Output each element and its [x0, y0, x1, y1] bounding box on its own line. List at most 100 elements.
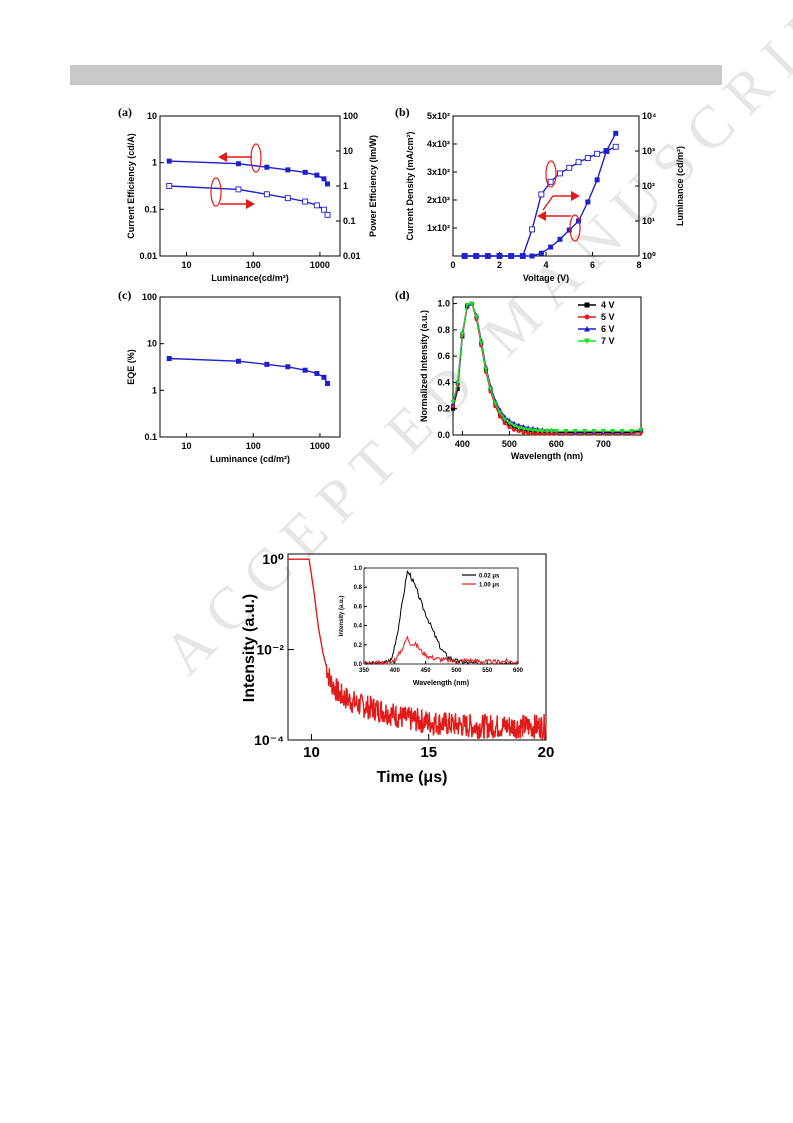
- y-tick-label: 1x10²: [427, 223, 450, 233]
- x-tick-label: 100: [246, 441, 261, 451]
- panel-label-c: (c): [118, 288, 131, 302]
- y2-tick-label: 0.1: [343, 216, 356, 226]
- legend-label: 6 V: [601, 324, 615, 334]
- el-spectrum-point: [521, 427, 526, 432]
- x-axis-label-c: Luminance (cd/m²): [210, 454, 290, 464]
- el-spectrum-line: [452, 302, 642, 433]
- el-spectrum-point: [512, 427, 517, 432]
- y-axis-label-d: Normalized Intensity (a.u.): [419, 310, 429, 422]
- y-tick-label: 10⁰: [262, 551, 284, 567]
- inset-y-axis-label: Intensity (a.u.): [339, 596, 345, 637]
- y-tick-label: 0.8: [437, 325, 450, 335]
- y-tick-label: 0.01: [139, 251, 157, 261]
- luminance-point: [576, 218, 582, 224]
- inset-y-tick-label: 0.6: [354, 604, 363, 610]
- x-tick-label: 15: [420, 744, 437, 761]
- el-spectrum-point: [530, 428, 536, 433]
- legend-d: 4 V 5 V 6 V 7 V: [578, 300, 615, 346]
- inset-x-tick-label: 350: [359, 668, 370, 674]
- el-spectrum-point: [502, 421, 507, 426]
- panel-label-a: (a): [118, 105, 132, 119]
- y-tick-label: 3x10²: [427, 167, 450, 177]
- el-spectrum-point: [549, 431, 554, 436]
- luminance-point: [603, 148, 609, 154]
- inset-legend-label: 0.02 μs: [479, 574, 500, 580]
- y-tick-label: 2x10²: [427, 195, 450, 205]
- el-spectrum-point: [478, 341, 484, 346]
- el-spectrum-point: [498, 414, 502, 419]
- el-spectrum-line: [452, 302, 642, 432]
- el-spectrum-point: [474, 314, 479, 320]
- power-efficiency-point: [166, 183, 173, 189]
- y2-tick-label: 1: [343, 181, 348, 191]
- y-axis-label-decay: Intensity (a.u.): [241, 594, 258, 702]
- current-efficiency-point: [314, 172, 320, 178]
- el-spectrum-point: [545, 431, 549, 436]
- y-tick-label: 10: [147, 111, 157, 121]
- y2-tick-label: 10: [343, 146, 353, 156]
- el-spectrum-line: [452, 302, 642, 433]
- legend-swatch-marker: [584, 338, 590, 344]
- x-tick-label: 600: [549, 439, 564, 449]
- current-density-point: [529, 226, 536, 233]
- power-efficiency-point: [284, 195, 291, 202]
- el-spectrum-point: [488, 387, 494, 392]
- current-efficiency-point: [302, 169, 308, 175]
- current-efficiency-point: [166, 158, 172, 164]
- chart-c: (c) 10 100 1000 0.1 1 10 100 Luminance (cd/m²)…: [118, 288, 341, 464]
- y-tick-label: 10⁻⁴: [254, 732, 284, 748]
- el-spectrum-point: [459, 331, 465, 337]
- inset-chart: 350 400 450 500 550 600 0.0 0.2 0.4 0.6 0.8 1.0 0.0…: [339, 566, 524, 687]
- x-tick-label: 2: [497, 260, 502, 270]
- annotation-arrow-left-b: [542, 160, 580, 211]
- x-axis-label-d: Wavelength (nm): [511, 451, 583, 461]
- power-efficiency-point: [235, 186, 242, 193]
- el-spectrum-point: [563, 429, 569, 434]
- y-tick-label: 1: [152, 158, 157, 168]
- y2-tick-label: 10¹: [642, 216, 655, 226]
- x-tick-label: 0: [450, 260, 455, 270]
- el-spectrum-point: [506, 421, 512, 426]
- y2-tick-label: 10⁰: [642, 251, 656, 261]
- eqe-point: [302, 367, 308, 373]
- chart-d: (d) 400 500 600 700 0.0 0.2 0.4 0.6 0.8 1.0 4 V 5 …: [395, 288, 644, 461]
- y2-tick-label: 10²: [642, 181, 655, 191]
- el-spectrum-point: [483, 367, 489, 372]
- inset-trace: [363, 635, 518, 666]
- el-spectrum-point: [521, 430, 526, 435]
- current-efficiency-point: [285, 167, 291, 173]
- power-efficiency-point: [313, 202, 320, 209]
- luminance-line: [464, 132, 617, 257]
- x-axis-label-a: Luminance(cd/m²): [211, 273, 289, 283]
- y2-axis-label-a: Power Efficiency (lm/W): [368, 135, 378, 237]
- x-tick-label: 1000: [310, 260, 330, 270]
- el-spectrum-point: [492, 401, 498, 406]
- inset-y-tick-label: 0.0: [354, 662, 363, 668]
- inset-legend-label: 1.00 μs: [479, 583, 500, 589]
- eqe-point: [325, 381, 331, 387]
- y2-tick-label: 10³: [642, 146, 655, 156]
- legend-label: 5 V: [601, 312, 615, 322]
- power-efficiency-point: [263, 191, 270, 198]
- eqe-point: [166, 356, 172, 362]
- page-header-bar: [70, 65, 722, 85]
- x-axis-label-b: Voltage (V): [523, 273, 569, 283]
- y-tick-label: 0.1: [144, 204, 157, 214]
- inset-x-tick-label: 400: [390, 668, 401, 674]
- current-density-point: [575, 159, 582, 166]
- luminance-point: [520, 253, 526, 259]
- inset-y-tick-label: 0.8: [354, 585, 363, 591]
- el-spectrum-point: [507, 425, 512, 430]
- y-tick-label: 5x10²: [427, 111, 450, 121]
- plot-frame-b: [452, 115, 640, 257]
- el-spectrum-point: [525, 427, 531, 433]
- x-tick-label: 1000: [310, 441, 330, 451]
- chart-decay: 10 15 20 10⁰ 10⁻² 10⁻⁴ Time (μs) Intensity (a…: [241, 551, 554, 786]
- luminance-point: [594, 177, 600, 183]
- el-spectrum-point: [464, 302, 470, 308]
- current-efficiency-point: [264, 164, 270, 170]
- el-spectrum-point: [526, 431, 531, 436]
- el-spectrum-point: [549, 429, 555, 434]
- y-tick-label: 0.0: [437, 430, 450, 440]
- luminance-point: [485, 253, 491, 259]
